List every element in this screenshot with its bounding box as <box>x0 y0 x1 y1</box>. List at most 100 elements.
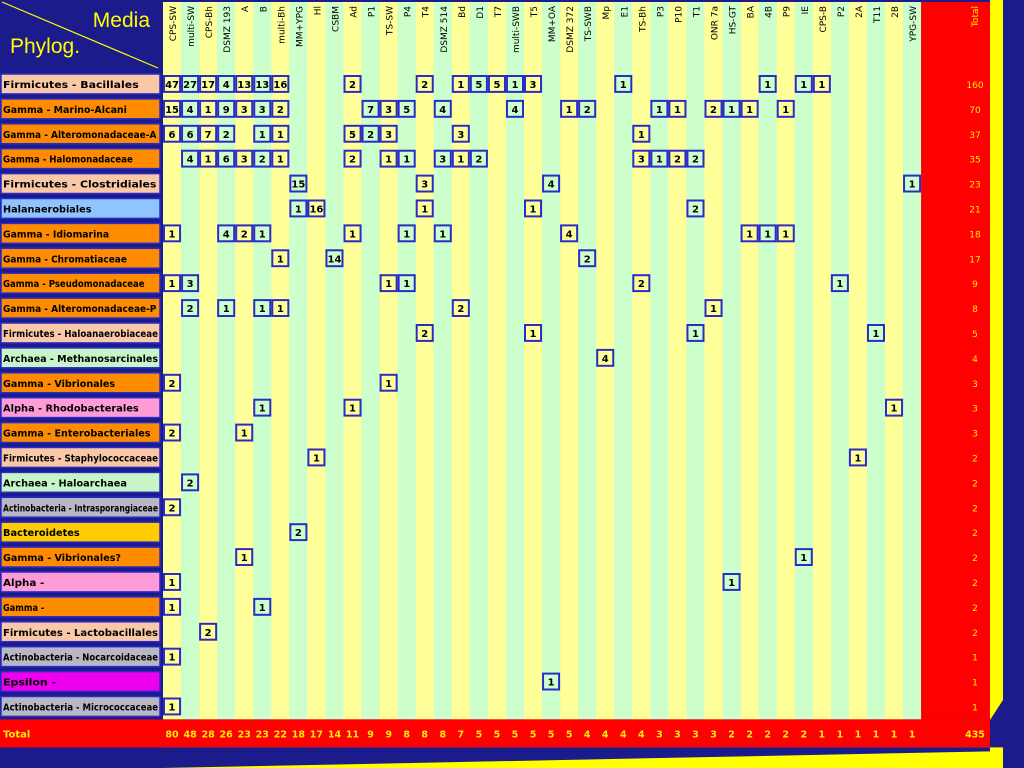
row-label: Alpha - <box>3 578 45 589</box>
row-label-box <box>0 446 161 469</box>
row-label-box <box>0 123 161 145</box>
total-value: 11 <box>346 729 359 740</box>
column-header: Ad <box>350 6 360 18</box>
count-cell <box>253 299 272 318</box>
bottom-accent-shadow <box>162 747 990 768</box>
table-row: Gamma - Alteromonadaceae-A 6 6 7 2 1 1 5 2 3 3 1 37 <box>0 123 981 145</box>
count-cell <box>289 174 308 193</box>
count-value: 1 <box>764 229 771 240</box>
row-label: Firmicutes - Lactobacillales <box>3 628 158 639</box>
row-label: Actinobacteria - Nocarcoidaceae <box>3 653 158 664</box>
count-value: 5 <box>349 130 356 141</box>
total-value: 7 <box>458 729 465 740</box>
count-cell <box>632 274 651 293</box>
count-cell <box>524 324 543 342</box>
column-stripe <box>325 2 344 720</box>
count-value: 47 <box>165 80 179 91</box>
count-cell <box>343 224 362 243</box>
count-value: 1 <box>530 329 537 340</box>
count-value: 1 <box>277 130 284 141</box>
count-cell <box>758 75 777 93</box>
count-value: 2 <box>223 130 230 141</box>
count-value: 5 <box>475 80 482 91</box>
count-cell <box>560 99 579 118</box>
count-value: 1 <box>818 80 825 91</box>
count-cell <box>361 124 380 143</box>
count-value: 1 <box>349 404 356 415</box>
column-header: T1 <box>692 6 702 18</box>
count-value: 2 <box>674 155 681 166</box>
count-cell <box>253 597 272 616</box>
count-value: 1 <box>421 204 428 215</box>
column-stripe <box>830 2 850 720</box>
count-cell <box>578 249 597 268</box>
count-value: 3 <box>385 130 392 141</box>
count-cell <box>253 124 272 143</box>
row-total: 70 <box>969 106 981 116</box>
column-header: T5 <box>530 6 540 18</box>
table-row: Bacteroidetes 2 2 <box>0 521 978 543</box>
column-header: IE <box>801 6 811 15</box>
total-value: 1 <box>819 729 826 740</box>
count-cell <box>289 523 308 542</box>
count-value: 2 <box>638 279 645 290</box>
count-value: 1 <box>457 80 464 91</box>
count-value: 1 <box>656 155 663 166</box>
column-header: TS-SW <box>386 6 396 36</box>
count-cell <box>830 274 849 293</box>
column-stripe <box>632 2 651 720</box>
row-label: Epsilon - <box>3 678 56 689</box>
count-value: 1 <box>223 304 230 315</box>
count-value: 1 <box>656 105 663 116</box>
column-header: CPS-Bh <box>205 6 215 38</box>
row-label: Archaea - Haloarchaea <box>3 478 127 489</box>
row-label: Gamma - Halomonadaceae <box>3 155 133 166</box>
count-cell <box>199 622 218 641</box>
count-value: 1 <box>385 279 392 290</box>
count-value: 3 <box>421 180 428 191</box>
count-value: 1 <box>169 702 176 713</box>
count-value: 7 <box>205 130 212 141</box>
table-row: Archaea - Haloarchaea 2 2 <box>0 471 978 494</box>
total-value: 2 <box>746 729 753 740</box>
column-header: T7 <box>494 6 504 18</box>
column-stripe <box>686 2 705 720</box>
count-cell <box>505 75 525 93</box>
count-value: 3 <box>385 105 392 116</box>
count-cell <box>794 548 813 566</box>
row-label-box <box>0 695 161 718</box>
total-value: 4 <box>638 729 645 740</box>
row-total: 2 <box>972 479 978 489</box>
row-label-box <box>0 471 161 494</box>
count-value: 1 <box>205 155 212 166</box>
count-cell <box>740 99 759 118</box>
row-label: Gamma - <box>3 603 45 614</box>
column-header: T4 <box>422 6 432 18</box>
row-label-box <box>0 73 161 95</box>
column-stripe <box>776 2 796 720</box>
column-header: DSMZ 514 <box>440 6 450 53</box>
count-cell <box>253 75 272 93</box>
column-header: 4B <box>765 6 775 18</box>
count-value: 1 <box>403 155 410 166</box>
count-value: 1 <box>169 279 176 290</box>
row-total: 2 <box>972 579 978 589</box>
count-value: 1 <box>403 229 410 240</box>
count-cell <box>163 124 182 143</box>
corner-diagonal <box>1 1 159 69</box>
count-value: 2 <box>169 379 176 390</box>
row-label: Halanaerobiales <box>3 204 92 215</box>
count-value: 4 <box>602 354 609 365</box>
count-cell <box>740 224 759 243</box>
row-total: 2 <box>972 629 978 639</box>
count-cell <box>433 224 452 243</box>
count-value: 1 <box>385 155 392 166</box>
count-value: 2 <box>457 304 464 315</box>
table-row: Gamma - Idiomarina 1 4 2 1 1 1 1 4 1 1 1 18 <box>0 222 981 245</box>
count-cell <box>181 299 200 318</box>
total-value: 2 <box>782 729 789 740</box>
row-label: Firmicutes - Staphylococcaceae <box>3 453 158 464</box>
count-cell <box>343 124 362 143</box>
count-value: 1 <box>548 678 555 689</box>
column-stripe <box>361 2 380 720</box>
